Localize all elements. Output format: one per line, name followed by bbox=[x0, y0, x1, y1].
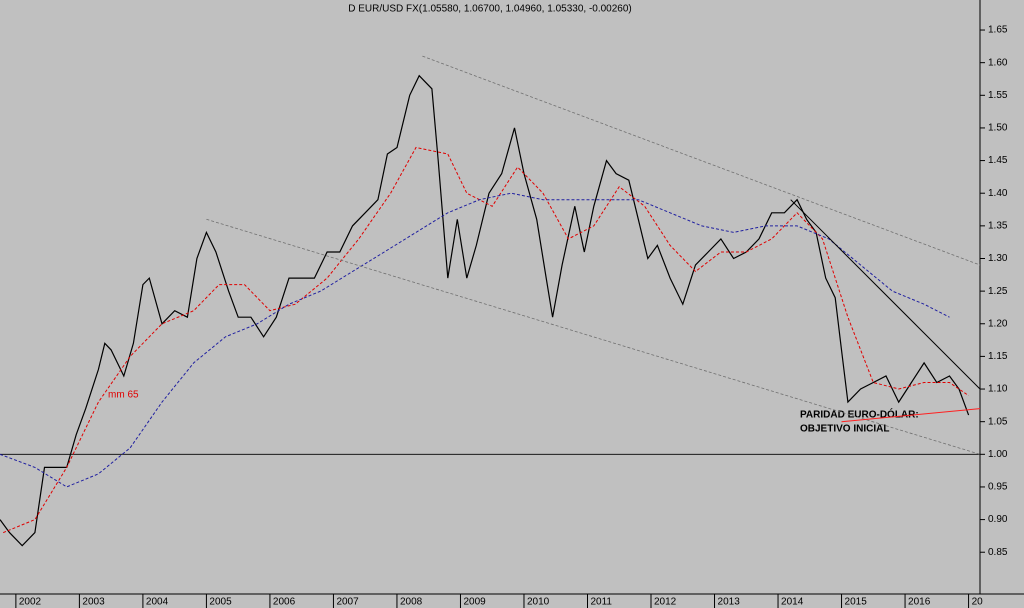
annotation: PARIDAD EURO-DÓLAR: bbox=[800, 408, 919, 421]
y-tick-label: 1.60 bbox=[988, 57, 1008, 68]
y-tick-label: 1.10 bbox=[988, 384, 1008, 395]
x-tick-label: 2007 bbox=[336, 597, 359, 608]
x-tick-label: 2006 bbox=[273, 597, 296, 608]
x-tick-label: 2008 bbox=[400, 597, 423, 608]
y-tick-label: 1.55 bbox=[988, 90, 1008, 101]
y-tick-label: 1.05 bbox=[988, 416, 1008, 427]
y-tick-label: 1.25 bbox=[988, 286, 1008, 297]
chart-title: D EUR/USD FX(1.05580, 1.06700, 1.04960, … bbox=[348, 4, 632, 15]
y-tick-label: 0.95 bbox=[988, 482, 1008, 493]
x-tick-label: 2011 bbox=[590, 597, 612, 608]
y-tick-label: 1.15 bbox=[988, 351, 1008, 362]
x-tick-label: 2009 bbox=[463, 597, 486, 608]
y-tick-label: 0.85 bbox=[988, 547, 1008, 558]
x-tick-label: 2014 bbox=[781, 597, 804, 608]
x-tick-label: 2012 bbox=[654, 597, 677, 608]
y-tick-label: 1.20 bbox=[988, 318, 1008, 329]
x-tick-label: 2010 bbox=[527, 597, 550, 608]
x-tick-label: 2015 bbox=[845, 597, 868, 608]
x-tick-label: 20 bbox=[972, 597, 984, 608]
y-tick-label: 1.00 bbox=[988, 449, 1008, 460]
x-tick-label: 2013 bbox=[718, 597, 741, 608]
y-tick-label: 1.50 bbox=[988, 123, 1008, 134]
y-tick-label: 1.40 bbox=[988, 188, 1008, 199]
series-line bbox=[790, 199, 981, 390]
series-line bbox=[3, 146, 969, 534]
series-line bbox=[422, 55, 981, 266]
series-line bbox=[206, 218, 981, 455]
series-line bbox=[0, 74, 970, 547]
annotation: OBJETIVO INICIAL bbox=[800, 424, 889, 435]
x-tick-label: 2004 bbox=[146, 597, 169, 608]
y-tick-label: 1.65 bbox=[988, 25, 1008, 36]
y-tick-label: 1.45 bbox=[988, 155, 1008, 166]
y-tick-label: 1.30 bbox=[988, 253, 1008, 264]
annotation: mm 65 bbox=[108, 390, 139, 401]
series-line bbox=[841, 408, 981, 423]
x-tick-label: 2005 bbox=[209, 597, 232, 608]
x-tick-label: 2016 bbox=[908, 597, 931, 608]
x-tick-label: 2003 bbox=[82, 597, 105, 608]
x-tick-label: 2002 bbox=[19, 597, 42, 608]
y-tick-label: 0.90 bbox=[988, 514, 1008, 525]
series-line bbox=[0, 192, 950, 488]
y-tick-label: 1.35 bbox=[988, 220, 1008, 231]
